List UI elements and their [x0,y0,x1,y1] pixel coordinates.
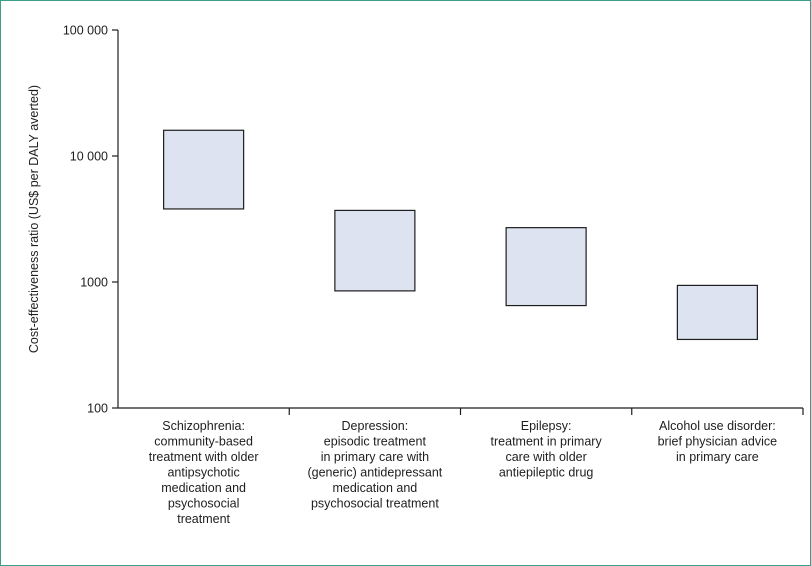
category-label-line: episodic treatment [324,435,427,449]
y-axis: Cost-effectiveness ratio (US$ per DALY a… [27,30,119,408]
range-box [676,284,758,341]
category-label-line: psychosocial [168,497,240,511]
category-label-line: Alcohol use disorder: [659,419,776,433]
y-tick-label: 1000 [80,276,108,290]
y-tick-label: 100 000 [63,24,108,38]
category-label-line: Schizophrenia: [162,419,245,433]
y-ticks: 100 1000 10 000 100 000 [63,24,118,416]
range-boxes [163,129,758,341]
y-tick-label: 100 [87,402,108,416]
category-label-line: treatment [177,512,230,526]
y-tick-label: 10 000 [70,150,108,164]
category-label: Epilepsy: treatment in primary care with o… [491,419,603,480]
category-label-line: in primary care [676,450,759,464]
range-box [505,227,587,307]
category-label-line: medication and [332,481,417,495]
category-label-line: antipsychotic [167,466,239,480]
category-label-line: antiepileptic drug [499,466,594,480]
category-label-line: in primary care with [321,450,429,464]
category-label-line: community-based [154,435,253,449]
range-box [163,129,245,210]
category-label-line: treatment with older [149,450,259,464]
category-label: Schizophrenia: community-based treatment w… [149,419,259,526]
category-label: Depression: episodic treatment in primary … [307,419,442,511]
y-axis-title: Cost-effectiveness ratio (US$ per DALY a… [27,85,41,353]
category-label-line: brief physician advice [658,435,778,449]
category-label-line: treatment in primary [491,435,603,449]
category-labels: Schizophrenia: community-based treatment w… [149,419,777,526]
category-label-line: Depression: [342,419,409,433]
category-label-line: (generic) antidepressant [307,466,442,480]
category-label-line: psychosocial treatment [311,497,439,511]
category-label-line: care with older [505,450,586,464]
x-ticks [288,408,804,415]
category-label-line: Epilepsy: [521,419,572,433]
category-label: Alcohol use disorder: brief physician adv… [658,419,778,464]
category-label-line: medication and [161,481,246,495]
range-box [334,209,416,292]
